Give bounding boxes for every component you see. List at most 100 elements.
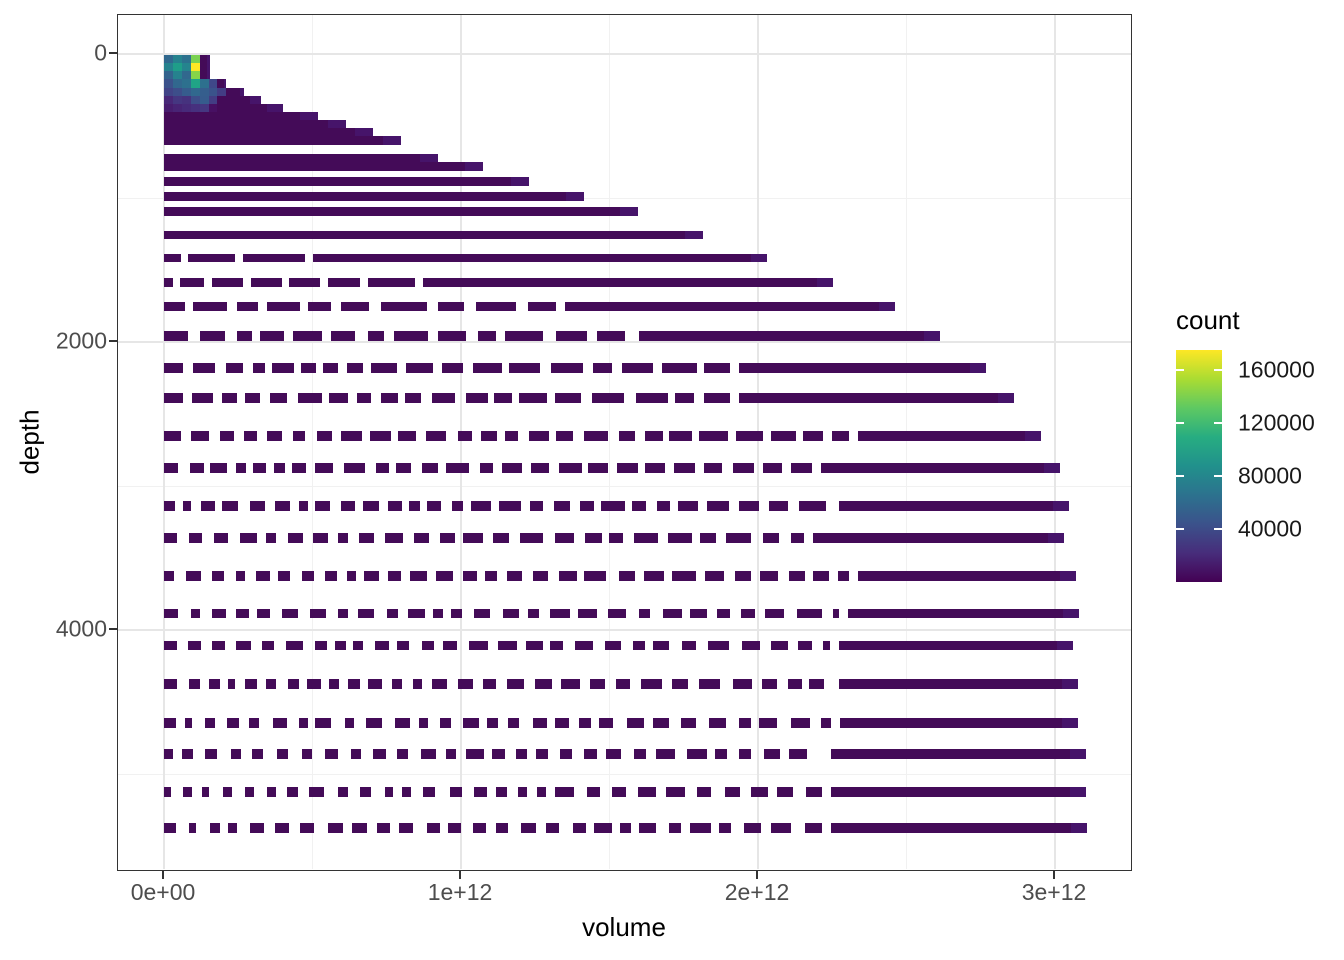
bin-cell [190,71,200,80]
bin-dash [272,717,287,728]
bin-dash [327,278,360,287]
legend-tick-label: 40000 [1238,515,1302,542]
bin-dash [226,363,243,373]
bin-dash [833,608,839,619]
bin-dash [507,717,519,728]
bin-tip [1063,608,1080,619]
bin-dash [244,392,260,403]
bin-dash [498,500,521,511]
bin-dash [369,430,392,442]
bin-dash [181,748,194,759]
bin-tip [924,331,941,341]
bin-segment [164,128,356,137]
bin-dash [759,570,779,581]
bin-segment [226,87,240,96]
bin-dash [248,717,259,728]
bin-segment [164,112,301,121]
bin-dash [164,430,181,442]
x-tick-label: 1e+12 [427,879,493,905]
bin-dash [315,717,331,728]
bin-cell [190,63,200,72]
bin-dash [719,822,731,833]
bin-dash [269,392,287,403]
bin-cell [164,79,173,88]
bin-tip [464,162,483,171]
y-tick-label: 0 [94,39,107,66]
bin-dash [212,608,226,619]
bin-dash [255,570,270,581]
bin-cell [190,79,200,88]
bin-cell [164,87,173,96]
bin-dash [519,392,547,403]
bin-dash [768,500,789,511]
bin-cell [172,103,182,113]
bin-dash [703,462,722,473]
bin-dash [164,748,174,759]
bin-dash [236,462,247,473]
bin-dash [790,462,812,473]
bin-tip [250,95,262,105]
bin-cell [190,87,200,96]
bin-dash [559,748,572,759]
bin-segment [164,191,566,201]
bin-dash [620,822,631,833]
bin-dash [762,678,777,689]
bin-dash [633,532,659,543]
bin-dash [301,363,317,373]
bin-dash [506,570,523,581]
bin-dash [235,570,245,581]
bin-dash [371,363,398,373]
bin-dash [555,532,575,543]
bin-cell [208,87,218,96]
bin-tip [1069,748,1086,759]
bin-dash [440,717,451,728]
bin-dash [297,392,322,403]
x-tick-mark [162,871,164,879]
bin-segment [217,103,267,113]
bin-dash [448,822,462,833]
bin-dash [832,430,850,442]
bin-cell [181,103,191,113]
bin-dash [384,786,394,797]
bin-dash [525,640,543,651]
x-tick-mark [1053,871,1055,879]
bin-dash [618,430,635,442]
bin-dash [820,717,831,728]
bin-cell [199,79,209,88]
legend-tick-left [1176,421,1184,425]
bin-dash [436,570,453,581]
bin-dash [345,717,354,728]
bin-dash [330,331,356,341]
bin-dash [555,717,569,728]
bin-tip [1044,462,1061,473]
bin-dash [638,786,656,797]
bin-dash [208,678,221,689]
bin-cell [208,103,218,113]
bin-dash [477,331,497,341]
bin-dash [789,570,805,581]
legend-title: count [1176,305,1240,335]
bin-dash [732,462,754,473]
bin-dash [164,278,173,287]
bin-dash [790,532,804,543]
bin-cell [190,103,200,113]
bin-solid [839,640,1058,651]
x-axis-title: volume [582,912,666,942]
bin-dash [362,500,380,511]
bin-dash [287,532,303,543]
gridline-x-major [1054,15,1056,869]
bin-dash [323,363,339,373]
bin-dash [212,570,225,581]
bin-tip [998,392,1014,403]
bin-dash [555,331,588,341]
bin-dash [750,786,769,797]
bin-dash [449,786,463,797]
bin-tip [817,278,834,287]
bin-dash [532,717,547,728]
bin-dash [257,608,270,619]
bin-dash [347,363,363,373]
bin-dash [575,640,593,651]
bin-cell [172,63,182,72]
bin-dash [302,570,315,581]
bin-tip [565,191,584,201]
